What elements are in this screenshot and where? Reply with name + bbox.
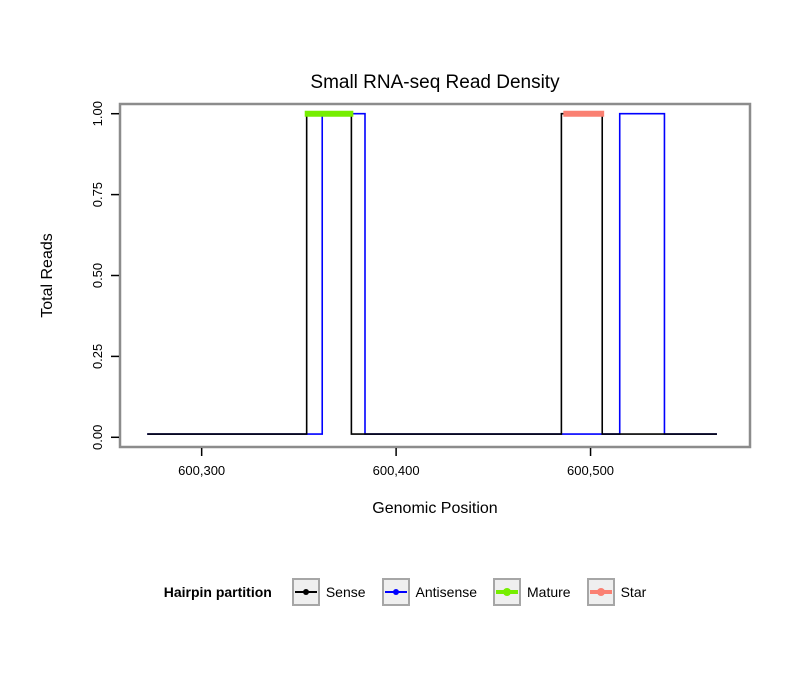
y-axis-label: Total Reads: [39, 233, 56, 318]
legend-items: Sense Antisense Mature Star: [291, 578, 647, 606]
legend-key-star-icon: [586, 578, 615, 606]
y-tick-label: 0.50: [90, 263, 105, 288]
legend-item-star: Star: [586, 578, 647, 606]
legend-label: Sense: [325, 584, 366, 600]
read-density-chart: Small RNA-seq Read Density 600,300 600,400…: [39, 72, 752, 517]
legend-key-antisense-icon: [381, 578, 410, 606]
plot-panel: [118, 102, 752, 449]
legend-title: Hairpin partition: [163, 584, 272, 600]
y-tick-label: 0.00: [90, 425, 105, 450]
legend-key-mature-icon: [493, 578, 522, 606]
x-tick-label: 600,500: [567, 463, 614, 478]
legend-item-sense: Sense: [291, 578, 366, 606]
chart-title: Small RNA-seq Read Density: [310, 72, 560, 93]
x-tick-label: 600,400: [373, 463, 420, 478]
legend-label: Star: [620, 584, 647, 600]
legend-key-sense-icon: [291, 578, 320, 606]
x-tick-label: 600,300: [178, 463, 225, 478]
legend-item-mature: Mature: [493, 578, 571, 606]
y-tick-label: 1.00: [90, 101, 105, 126]
legend-item-antisense: Antisense: [381, 578, 478, 606]
series-sense: [147, 112, 717, 435]
legend-label: Mature: [527, 584, 571, 600]
y-tick-label: 0.25: [90, 344, 105, 369]
y-tick-label: 0.75: [90, 182, 105, 207]
x-axis-label: Genomic Position: [372, 500, 497, 517]
legend: Hairpin partition Sense Antisense Mature St…: [0, 578, 810, 606]
legend-label: Antisense: [415, 584, 478, 600]
